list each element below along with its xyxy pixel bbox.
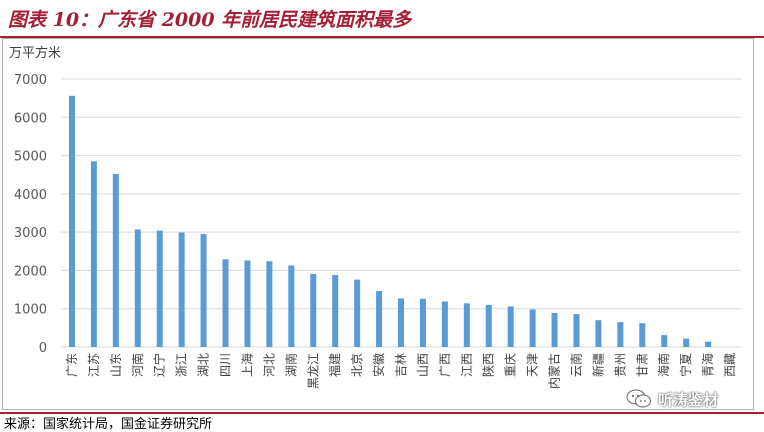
- category-label: 重庆: [504, 353, 518, 377]
- bar: [134, 229, 141, 347]
- bar: [266, 261, 273, 347]
- category-label: 吉林: [394, 353, 408, 377]
- bar: [529, 309, 536, 347]
- y-tick-label: 6000: [14, 111, 47, 126]
- watermark: 听涛鉴材: [626, 388, 718, 410]
- bar: [376, 291, 383, 347]
- gridlines: [61, 78, 741, 348]
- category-label: 海南: [656, 353, 671, 377]
- category-label: 宁夏: [678, 353, 693, 377]
- category-label: 福建: [327, 353, 342, 377]
- category-label: 广西: [438, 353, 452, 377]
- footer-rule: [0, 412, 764, 414]
- category-label: 天津: [526, 353, 540, 377]
- bar: [595, 320, 602, 347]
- bar: [551, 312, 558, 347]
- y-tick-label: 7000: [14, 73, 47, 88]
- y-axis-ticks: 0 1000 2000 3000 4000 5000 6000 7000: [14, 73, 47, 356]
- category-label: 甘肃: [635, 353, 649, 377]
- category-label: 青海: [700, 353, 715, 377]
- bar: [617, 322, 624, 347]
- category-label: 江西: [460, 353, 474, 377]
- category-label: 江苏: [87, 353, 101, 377]
- bar: [222, 259, 229, 347]
- category-label: 陕西: [481, 353, 496, 377]
- figure-title: 图表 10：广东省 2000 年前居民建筑面积最多: [8, 9, 412, 31]
- bar: [288, 265, 295, 347]
- y-tick-label: 0: [39, 341, 47, 356]
- category-label: 安徽: [371, 353, 386, 377]
- bar: [68, 95, 75, 347]
- category-label: 山东: [109, 353, 123, 377]
- watermark-text: 听涛鉴材: [658, 390, 719, 409]
- bar: [507, 306, 514, 347]
- category-label: 新疆: [590, 353, 605, 377]
- wechat-icon: [626, 389, 651, 408]
- bar: [310, 273, 317, 347]
- bar: [156, 230, 163, 347]
- category-label: 湖北: [196, 353, 211, 377]
- bar: [112, 173, 119, 347]
- bar: [354, 279, 361, 347]
- category-label: 西藏: [723, 353, 737, 377]
- y-tick-label: 1000: [14, 303, 47, 318]
- y-tick-label: 3000: [14, 226, 47, 241]
- category-label: 云南: [568, 353, 583, 377]
- category-label: 河南: [130, 353, 145, 377]
- chart-frame: 万平方米 0 1000 2000 3000 4000 5000 6000 7000 广东 江苏山…: [2, 38, 754, 410]
- title-bar: 图表 10：广东省 2000 年前居民建筑面积最多: [0, 0, 764, 38]
- bar: [178, 232, 185, 347]
- bar: [332, 275, 339, 347]
- bar: [705, 341, 712, 347]
- category-label: 上海: [239, 353, 254, 377]
- category-label: 山西: [416, 353, 430, 377]
- bar: [90, 161, 97, 347]
- bar: [244, 260, 251, 347]
- y-unit-label: 万平方米: [9, 45, 61, 61]
- bar: [683, 338, 690, 347]
- category-label: 四川: [219, 353, 233, 377]
- category-label: 贵州: [613, 353, 627, 377]
- category-label: 湖南: [283, 353, 298, 377]
- category-label: 黑龙江: [306, 353, 320, 389]
- bars: [68, 95, 712, 347]
- bar: [573, 314, 580, 347]
- y-tick-label: 2000: [14, 264, 47, 279]
- bar: [441, 301, 448, 347]
- bar: [398, 298, 404, 347]
- y-tick-label: 4000: [14, 188, 47, 203]
- bar: [463, 303, 470, 347]
- bar: [661, 335, 668, 347]
- bar-chart: 万平方米 01000200030004000500060007000 广东 江苏山…: [9, 45, 741, 389]
- category-label: 内蒙古: [547, 353, 562, 389]
- category-label: 北京: [350, 353, 364, 377]
- category-label: 广东: [65, 353, 79, 377]
- category-label: 辽宁: [152, 353, 167, 377]
- bar: [419, 298, 426, 347]
- bar: [639, 323, 646, 347]
- category-label: 浙江: [175, 353, 189, 377]
- y-tick-label: 5000: [14, 150, 47, 165]
- category-labels: 广东 江苏 山东 河南 辽宁 浙江 湖北 四川 上海 河北 湖南 黑龙江 福建 北京 安徽 吉林 山西 广西 江西陕…: [65, 353, 737, 389]
- bar: [485, 304, 492, 347]
- bar: [200, 234, 207, 347]
- source-note: 来源：国家统计局，国金证券研究所: [4, 417, 213, 432]
- category-label: 河北: [262, 353, 276, 377]
